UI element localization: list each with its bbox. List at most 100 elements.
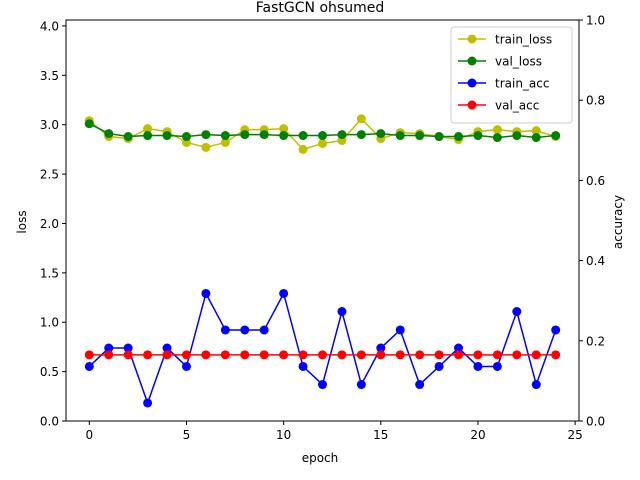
train-acc-point bbox=[104, 343, 114, 353]
train-loss-point bbox=[356, 114, 366, 124]
val-loss-point bbox=[84, 119, 94, 129]
train-acc-point bbox=[356, 380, 366, 390]
right-y-tick-label: 0.0 bbox=[586, 415, 605, 429]
val-acc-point bbox=[454, 350, 464, 360]
val-loss-point bbox=[279, 131, 289, 141]
val-loss-point bbox=[512, 131, 522, 141]
train-loss-point bbox=[531, 126, 541, 136]
legend-box bbox=[450, 26, 573, 124]
legend-label: val_acc bbox=[495, 99, 539, 113]
train-acc-point bbox=[201, 288, 211, 298]
right-y-axis: 0.0 0.2 0.4 0.6 0.8 1.0 bbox=[579, 14, 605, 429]
chart-title: FastGCN ohsumed bbox=[256, 0, 384, 16]
train-loss-point bbox=[279, 124, 289, 134]
val-acc-point bbox=[84, 350, 94, 360]
val-acc-point bbox=[220, 350, 230, 360]
val-loss-point bbox=[259, 130, 269, 140]
left-y-tick-label: 3.5 bbox=[40, 69, 59, 83]
val-acc-point bbox=[512, 350, 522, 360]
series-train-acc bbox=[84, 288, 561, 408]
train-acc-point bbox=[240, 325, 250, 335]
val-loss-point bbox=[181, 132, 191, 142]
train-acc-point bbox=[337, 307, 347, 317]
left-y-tick-label: 4.0 bbox=[40, 19, 59, 33]
train-acc-point bbox=[492, 361, 502, 371]
left-y-tick-label: 0.5 bbox=[40, 365, 59, 379]
right-y-tick-label: 0.6 bbox=[586, 174, 605, 188]
legend-label: train_loss bbox=[495, 33, 552, 47]
val-loss-point bbox=[492, 133, 502, 143]
val-loss-point bbox=[415, 131, 425, 141]
train-acc-point bbox=[259, 325, 269, 335]
train-loss-point bbox=[143, 124, 153, 134]
val-acc-point bbox=[318, 350, 327, 360]
train-acc-point bbox=[84, 361, 94, 371]
right-y-tick-label: 1.0 bbox=[586, 14, 605, 28]
right-y-axis-label: accuracy bbox=[611, 195, 625, 249]
val-loss-point bbox=[318, 131, 327, 141]
series-val-acc bbox=[84, 350, 561, 360]
legend-swatch-marker bbox=[467, 34, 477, 44]
x-tick-label: 20 bbox=[470, 428, 485, 442]
x-tick-label: 15 bbox=[373, 428, 388, 442]
train-loss-point bbox=[220, 137, 230, 147]
train-acc-point bbox=[162, 343, 172, 353]
val-acc-point bbox=[181, 350, 191, 360]
legend-item-train-loss: train_loss bbox=[458, 33, 552, 47]
left-y-tick-label: 1.5 bbox=[40, 266, 59, 280]
x-tick-label: 0 bbox=[85, 428, 93, 442]
train-acc-point bbox=[531, 380, 541, 390]
legend-item-val-loss: val_loss bbox=[458, 55, 542, 69]
plot-area bbox=[84, 114, 561, 408]
val-acc-point bbox=[143, 350, 153, 360]
train-loss-point bbox=[492, 125, 502, 135]
train-acc-point bbox=[298, 361, 308, 371]
val-loss-point bbox=[337, 130, 347, 140]
val-acc-point bbox=[356, 350, 366, 360]
train-loss-point bbox=[298, 144, 308, 154]
train-acc-point bbox=[123, 343, 133, 353]
train-acc-point bbox=[473, 361, 483, 371]
legend-swatch-marker bbox=[467, 78, 477, 88]
val-acc-point bbox=[201, 350, 211, 360]
left-y-tick-label: 2.5 bbox=[40, 168, 59, 182]
legend: train_loss val_loss train_acc val_acc bbox=[450, 26, 573, 124]
left-y-axis: 0.0 0.5 1.0 1.5 2.0 2.5 3.0 3.5 4.0 bbox=[40, 19, 66, 429]
legend-swatch-marker bbox=[467, 100, 477, 110]
val-acc-point bbox=[123, 350, 133, 360]
legend-label: val_loss bbox=[495, 55, 542, 69]
right-y-tick-label: 0.2 bbox=[586, 334, 605, 348]
val-acc-point bbox=[434, 350, 444, 360]
val-loss-point bbox=[220, 131, 230, 141]
legend-swatch-marker bbox=[467, 56, 477, 66]
val-loss-point bbox=[454, 132, 464, 142]
val-acc-point bbox=[492, 350, 502, 360]
x-axis: 0 5 10 15 20 25 bbox=[85, 421, 583, 442]
train-acc-point bbox=[434, 361, 444, 371]
train-acc-point bbox=[551, 325, 561, 335]
val-acc-point bbox=[337, 350, 347, 360]
val-loss-point bbox=[376, 129, 386, 139]
left-y-tick-label: 2.0 bbox=[40, 217, 59, 231]
train-loss-point bbox=[201, 142, 211, 152]
right-y-tick-label: 0.4 bbox=[586, 254, 605, 268]
val-loss-point bbox=[395, 131, 405, 141]
x-axis-label: epoch bbox=[302, 451, 339, 465]
train-acc-point bbox=[395, 325, 405, 335]
val-acc-point bbox=[240, 350, 250, 360]
train-loss-point bbox=[318, 138, 327, 148]
right-y-tick-label: 0.8 bbox=[586, 94, 605, 108]
x-tick-label: 5 bbox=[183, 428, 191, 442]
series-val-loss bbox=[84, 119, 561, 143]
val-loss-point bbox=[104, 129, 114, 139]
train-acc-point bbox=[143, 398, 153, 408]
train-acc-point bbox=[181, 361, 191, 371]
plot-frame bbox=[65, 19, 580, 422]
left-y-tick-label: 3.0 bbox=[40, 118, 59, 132]
val-loss-point bbox=[434, 132, 444, 142]
val-acc-point bbox=[551, 350, 561, 360]
val-acc-point bbox=[531, 350, 541, 360]
val-acc-point bbox=[259, 350, 269, 360]
val-loss-point bbox=[162, 131, 172, 141]
